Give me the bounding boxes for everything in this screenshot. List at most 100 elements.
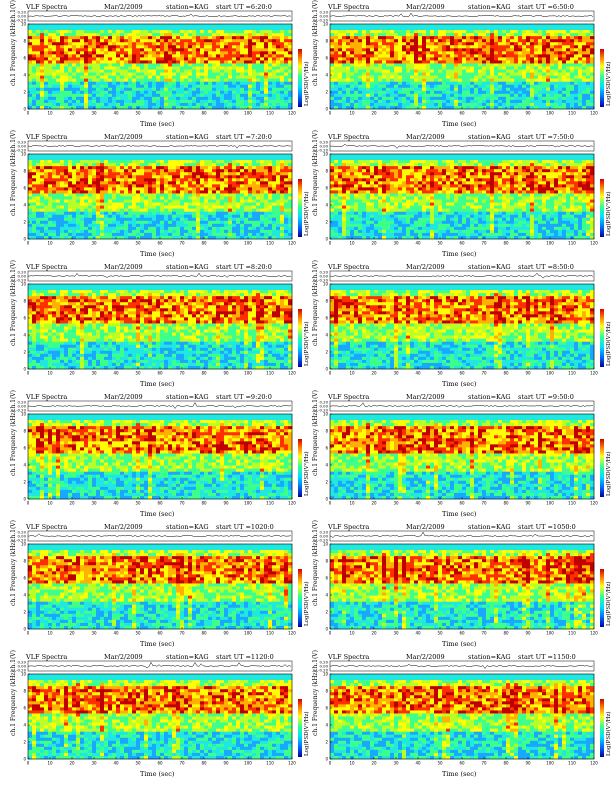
spectrogram-cell [184,220,189,225]
spectrogram-cell [382,57,387,61]
y-tick-label: 0 [23,107,26,112]
spectrogram-cell [470,42,475,46]
spectrogram-cell [506,24,511,28]
spectrogram-cell [80,96,85,101]
spectrogram-cell [80,57,85,61]
spectrogram-cell [244,75,249,79]
spectrogram-cell [526,81,531,86]
spectrogram-cell [172,39,177,43]
spectrogram-cell [32,87,37,92]
spectrogram-cell [172,75,177,79]
spectrogram-cell [32,63,37,67]
spectrogram-cell [358,54,363,58]
spectrogram-cell [80,75,85,79]
spectrogram-cell [458,105,463,110]
panel-header-date: Mar/2/2009 [104,3,143,11]
spectrogram-cell [228,81,233,86]
spectrogram-cell [140,217,145,222]
spectrogram-cell [116,63,121,67]
spectrogram-cell [264,66,269,70]
spectrogram-cell [526,48,531,52]
spectrogram-cell [32,39,37,43]
spectrogram-cell [44,214,49,219]
spectrogram-cell [192,199,197,203]
spectrogram-cell [124,232,129,237]
spectrogram-cell [184,235,189,240]
spectrogram-cell [240,102,245,107]
spectrogram-cell [350,93,355,98]
spectrogram-cell [188,66,193,70]
spectrogram-cell [172,205,177,209]
spectrogram-cell [196,63,201,67]
spectrogram-cell [104,42,109,46]
spectrogram-cell [450,60,455,64]
spectrogram-cell [76,96,81,101]
spectrogram-cell [172,84,177,89]
spectrogram-cell [422,105,427,110]
spectrogram-cell [60,30,65,34]
spectrogram-cell [378,78,383,82]
spectrogram-cell [172,69,177,73]
spectrogram-cell [196,87,201,92]
spectrogram-cell [68,166,73,170]
spectrogram-cell [156,57,161,61]
spectrogram-cell [482,48,487,52]
spectrogram-cell [220,90,225,95]
spectrogram-cell [478,60,483,64]
spectrogram-cell [252,81,257,86]
spectrogram-cell [418,72,423,76]
spectrogram-cell [104,199,109,203]
spectrogram-cell [374,51,379,55]
spectrogram-cell [80,184,85,188]
spectrogram-cell [124,96,129,101]
spectrogram-cell [132,84,137,89]
spectrogram-cell [284,24,289,28]
spectrogram-cell [108,160,113,164]
spectrogram-cell [514,81,519,86]
spectrogram-cell [330,51,335,55]
spectrogram-cell [200,75,205,79]
spectrogram-cell [446,63,451,67]
spectrogram-cell [28,93,33,98]
spectrogram-cell [32,36,37,40]
spectrogram-cell [128,193,133,197]
spectrogram-cell [390,72,395,76]
spectrogram-cell [60,90,65,95]
spectrogram-cell [410,27,415,31]
spectrogram-cell [36,196,41,200]
spectrogram-cell [40,75,45,79]
spectrogram-cell [96,51,101,55]
spectrogram-cell [394,42,399,46]
spectrogram-cell [586,60,591,64]
spectrogram-cell [96,220,101,225]
spectrogram-cell [88,75,93,79]
spectrogram-cell [164,78,169,82]
spectrogram-cell [458,33,463,37]
spectrogram-cell [92,42,97,46]
spectrogram-cell [530,27,535,31]
spectrogram-cell [462,36,467,40]
spectrogram-cell [208,81,213,86]
spectrogram-cell [538,48,543,52]
spectrogram-cell [228,78,233,82]
spectrogram-cell [350,60,355,64]
spectrogram-cell [458,51,463,55]
spectrogram-cell [272,48,277,52]
spectrogram-cell [88,54,93,58]
spectrogram-cell [144,157,149,161]
spectrogram-cell [192,226,197,231]
spectrogram-cell [382,81,387,86]
spectrogram-cell [120,184,125,188]
spectrogram-cell [164,45,169,49]
spectrogram-cell [462,30,467,34]
spectrogram-cell [514,30,519,34]
spectrogram-cell [132,199,137,203]
x-tick-label: 100 [244,111,252,116]
spectrogram-cell [100,160,105,164]
spectrogram-cell [88,184,93,188]
spectrogram-cell [466,96,471,101]
spectrogram-cell [40,169,45,173]
spectrogram-cell [56,69,61,73]
spectrogram-cell [506,39,511,43]
spectrogram-cell [458,30,463,34]
